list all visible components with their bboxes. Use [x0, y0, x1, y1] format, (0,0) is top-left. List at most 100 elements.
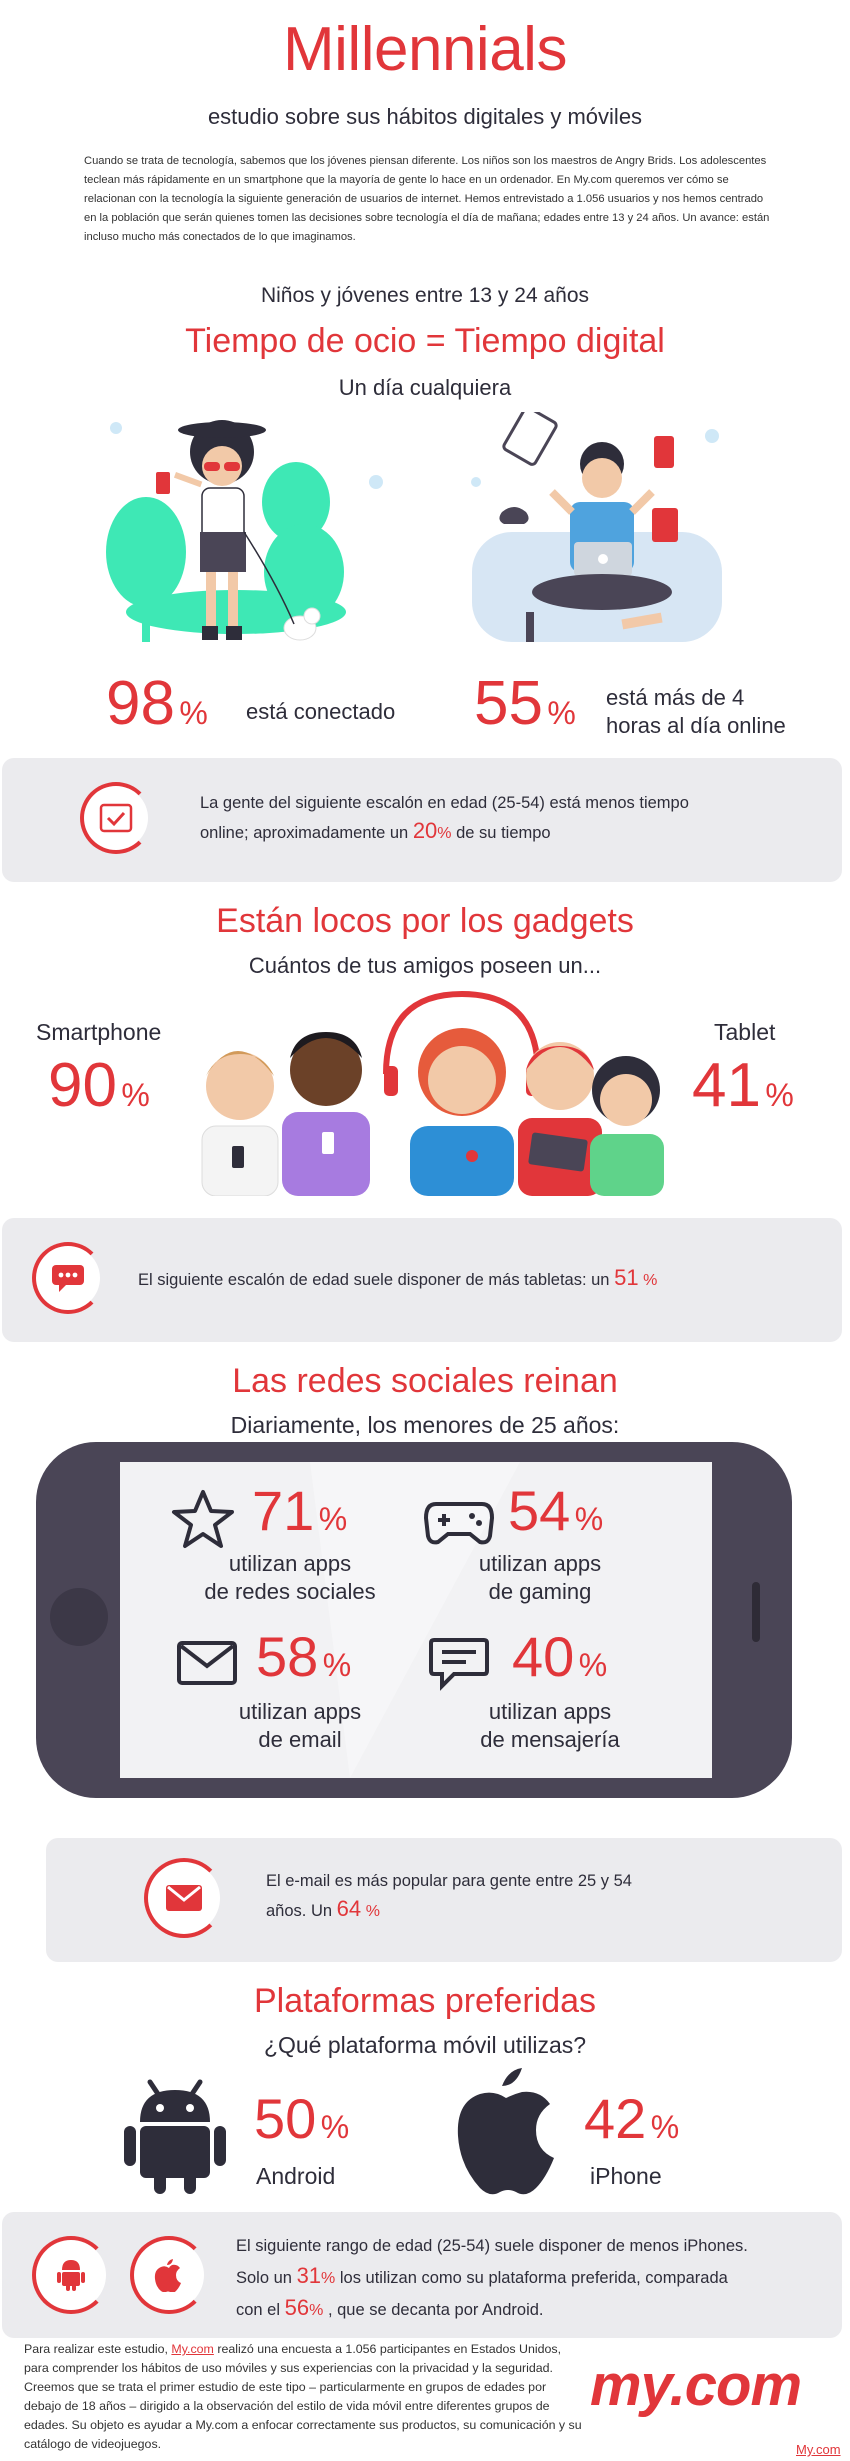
smartphone-stat: 90 % — [48, 1050, 150, 1121]
iphone-pct: % — [650, 2109, 680, 2145]
info-panel-time-text: La gente del siguiente escalón en edad (… — [200, 790, 820, 847]
phone-screen — [120, 1462, 712, 1778]
page-title: Millennials — [283, 15, 567, 84]
gaming-label-line2: de gaming — [488, 1579, 592, 1604]
gaming-icon-wrap — [423, 1496, 495, 1551]
friends-illustration — [201, 990, 664, 1196]
gamepad-icon — [423, 1502, 495, 1545]
footer-note: Para realizar este estudio, My.com reali… — [24, 2340, 584, 2454]
info-panel-email-value: 64 — [336, 1896, 362, 1921]
email-label-line2: de email — [258, 1727, 342, 1752]
stat-online-label-line1: está más de 4 — [606, 685, 745, 710]
info-panel-platforms-line1: El siguiente rango de edad (25-54) suele… — [236, 2237, 748, 2255]
section3-title: Las redes sociales reinan — [232, 1362, 618, 1400]
email-stat: 58 % — [256, 1624, 351, 1689]
intro-paragraph: Cuando se trata de tecnología, sabemos q… — [84, 155, 770, 243]
social-label-line1: utilizan apps — [228, 1551, 352, 1576]
info-panel-tablets — [2, 1218, 842, 1342]
messaging-icon-wrap — [428, 1636, 490, 1697]
tablet-value: 41 — [692, 1051, 761, 1120]
footer-note-a: Para realizar este estudio, — [24, 2342, 168, 2356]
info-panel-time-line2a: online; aproximadamente un — [200, 824, 409, 842]
social-label-line2: de redes sociales — [204, 1579, 376, 1604]
info-panel-time-pct: % — [437, 825, 452, 842]
stat-online: 55 % — [474, 668, 576, 739]
tablet-stat: 41 % — [692, 1050, 794, 1121]
info-panel-tablets-value: 51 — [614, 1265, 639, 1290]
stat-connected-label: está conectado — [246, 699, 396, 724]
footer-note-b: realizó una encuesta a 1.056 participant… — [24, 2342, 582, 2451]
stat-online-label: está más de 4 horas al día online — [606, 684, 786, 740]
mycom-logo: my.com — [590, 2353, 802, 2418]
messaging-pct: % — [578, 1647, 608, 1683]
social-pct: % — [318, 1501, 348, 1537]
social-value: 71 — [252, 1479, 315, 1542]
mail-circle-icon — [144, 1858, 224, 1938]
apple-icon — [457, 2068, 554, 2195]
info-panel-tablets-line: El siguiente escalón de edad suele dispo… — [138, 1271, 610, 1289]
tablet-pct: % — [765, 1077, 794, 1113]
info-panel-time-line2b: de su tiempo — [456, 824, 551, 842]
email-label: utilizan apps de email — [170, 1698, 430, 1754]
stat-online-value: 55 — [474, 669, 543, 738]
mycom-link[interactable]: My.com — [796, 2442, 841, 2457]
stat-online-label-line2: horas al día online — [606, 713, 786, 738]
info-panel-time-line1: La gente del siguiente escalón en edad (… — [200, 794, 689, 812]
screen-reflection — [310, 1462, 520, 1778]
section4-subtitle: ¿Qué plataforma móvil utilizas? — [263, 2032, 587, 2058]
info-panel-platforms-value1: 31 — [296, 2263, 322, 2288]
chat-icon — [429, 1638, 489, 1691]
info-panel-tablets-text: El siguiente escalón de edad suele dispo… — [138, 1264, 828, 1294]
email-label-line1: utilizan apps — [238, 1699, 362, 1724]
gaming-pct: % — [574, 1501, 604, 1537]
page-subtitle: estudio sobre sus hábitos digitales y mó… — [207, 104, 643, 129]
phone-speaker — [752, 1582, 760, 1642]
chat-bubble-icon — [32, 1242, 104, 1314]
stat-connected: 98 % — [106, 668, 208, 739]
android-icon — [124, 2079, 226, 2194]
messaging-label-line1: utilizan apps — [488, 1699, 612, 1724]
stat-connected-pct: % — [179, 695, 208, 731]
info-panel-tablets-pct: % — [643, 1272, 658, 1289]
footer-note-link[interactable]: My.com — [171, 2342, 214, 2356]
social-label: utilizan apps de redes sociales — [160, 1550, 420, 1606]
email-pct: % — [322, 1647, 352, 1683]
girl-illustration — [106, 420, 383, 642]
section3-subtitle: Diariamente, los menores de 25 años: — [230, 1412, 620, 1438]
smartphone-value: 90 — [48, 1051, 117, 1120]
section1-title: Tiempo de ocio = Tiempo digital — [185, 322, 665, 360]
info-panel-platforms-line3a: con el — [236, 2301, 281, 2319]
iphone-stat: 42 % — [584, 2086, 679, 2151]
stat-connected-value: 98 — [106, 669, 175, 738]
stat-online-pct: % — [547, 695, 576, 731]
phone-home-button — [50, 1588, 108, 1646]
info-panel-email-line2: años. Un — [266, 1902, 333, 1920]
android-stat: 50 % — [254, 2086, 349, 2151]
android-pct: % — [320, 2109, 350, 2145]
section2-subtitle: Cuántos de tus amigos poseen un... — [248, 953, 602, 978]
section4-title: Plataformas preferidas — [253, 1982, 597, 2020]
android-circle-icon — [32, 2236, 110, 2314]
email-icon-wrap — [176, 1640, 238, 1691]
gaming-label: utilizan apps de gaming — [410, 1550, 670, 1606]
info-panel-platforms-line3b: , que se decanta por Android. — [327, 2301, 544, 2319]
info-panel-platforms-line2a: Solo un — [236, 2269, 292, 2287]
section1-subtitle: Un día cualquiera — [338, 375, 512, 400]
info-panel-email-line1: El e-mail es más popular para gente entr… — [266, 1872, 632, 1890]
boy-illustration — [471, 412, 722, 642]
info-panel-platforms-pct1: % — [321, 2270, 336, 2287]
messaging-value: 40 — [512, 1625, 575, 1688]
messaging-label-line2: de mensajería — [480, 1727, 620, 1752]
messaging-label: utilizan apps de mensajería — [420, 1698, 680, 1754]
gaming-value: 54 — [508, 1479, 571, 1542]
info-panel-time-value: 20 — [412, 818, 438, 843]
smartphone-pct: % — [121, 1077, 150, 1113]
info-panel-platforms-value2: 56 — [284, 2295, 310, 2320]
info-panel-platforms-text: El siguiente rango de edad (25-54) suele… — [236, 2232, 836, 2325]
android-label: Android — [256, 2163, 336, 2189]
gaming-label-line1: utilizan apps — [478, 1551, 602, 1576]
email-value: 58 — [256, 1625, 319, 1688]
calendar-check-icon — [80, 782, 152, 854]
info-panel-email-pct: % — [365, 1903, 380, 1920]
section1-kicker: Niños y jóvenes entre 13 y 24 años — [260, 284, 590, 307]
